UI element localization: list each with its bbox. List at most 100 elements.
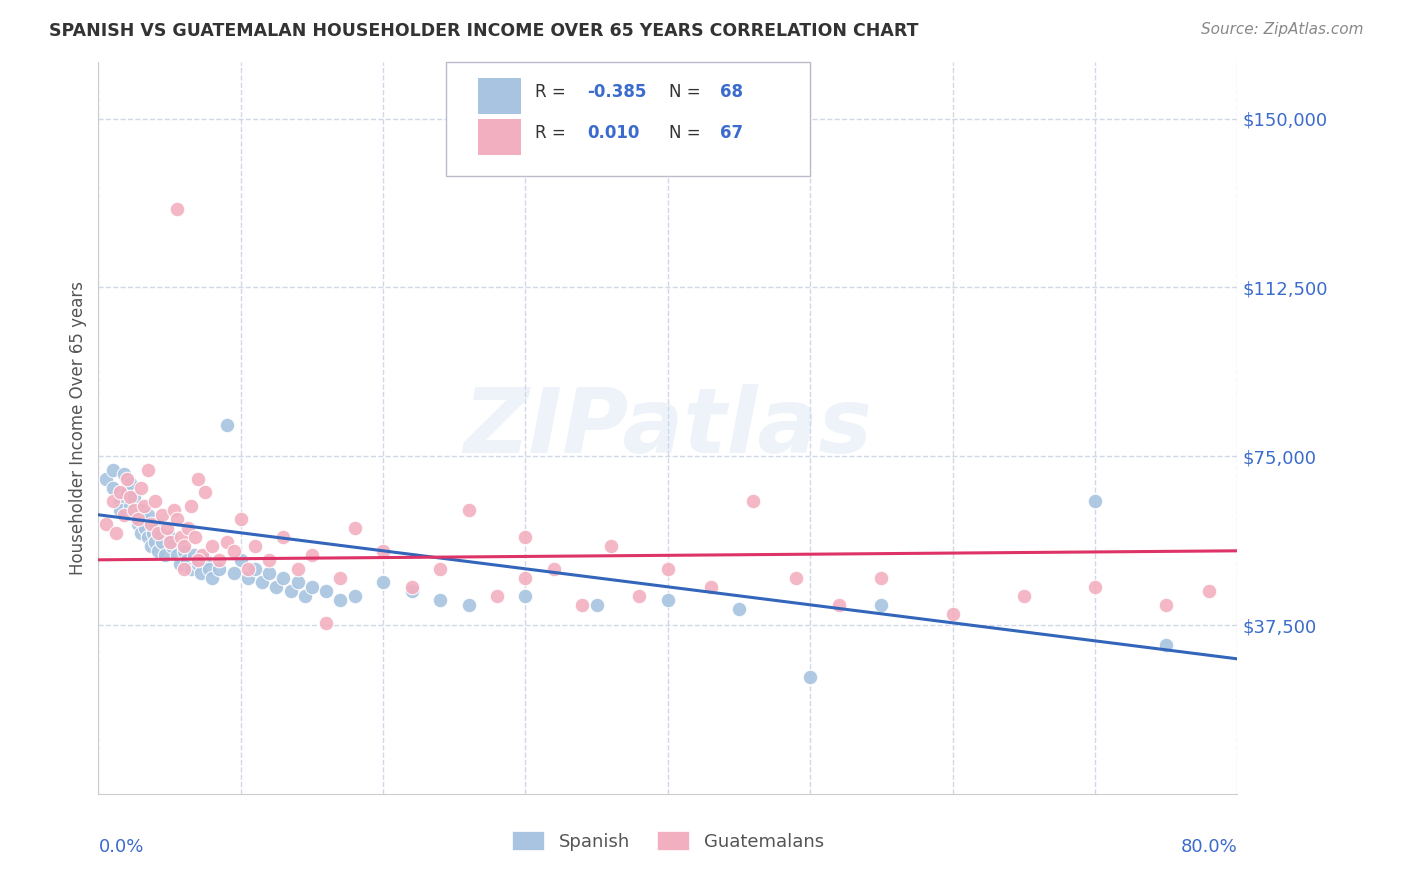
Text: 0.0%: 0.0% (98, 838, 143, 855)
Point (1084, 580, 1107, 594)
Point (198, 562, 221, 576)
Point (132, 512, 155, 526)
Text: Source: ZipAtlas.com: Source: ZipAtlas.com (1201, 22, 1364, 37)
Point (187, 558, 209, 572)
Point (515, 571, 537, 585)
Point (122, 508, 145, 522)
Text: ZIPatlas: ZIPatlas (464, 384, 872, 472)
Point (148, 544, 170, 558)
Point (429, 562, 451, 576)
Point (236, 562, 259, 576)
Point (201, 571, 224, 585)
Point (243, 539, 266, 553)
Text: N =: N = (669, 124, 706, 143)
Point (176, 553, 198, 567)
Point (600, 539, 623, 553)
Point (145, 516, 167, 531)
Point (194, 553, 217, 567)
Text: R =: R = (534, 124, 571, 143)
Point (457, 503, 479, 517)
Point (112, 467, 135, 482)
Point (1012, 589, 1035, 603)
Point (139, 516, 162, 531)
Legend: Spanish, Guatemalans: Spanish, Guatemalans (505, 824, 831, 858)
Point (401, 580, 423, 594)
Point (222, 544, 245, 558)
Text: 0.010: 0.010 (586, 124, 640, 143)
Point (129, 503, 152, 517)
Point (118, 490, 141, 504)
Text: R =: R = (534, 83, 571, 101)
FancyBboxPatch shape (446, 62, 810, 176)
Point (152, 508, 174, 522)
Point (118, 476, 141, 491)
Point (229, 512, 252, 526)
Point (657, 562, 679, 576)
Point (208, 562, 231, 576)
Point (156, 521, 179, 535)
Point (101, 481, 124, 495)
Point (180, 499, 202, 513)
Point (149, 525, 172, 540)
Point (94, 472, 117, 486)
Point (799, 670, 821, 684)
Point (273, 530, 295, 544)
Point (699, 580, 721, 594)
Point (141, 525, 163, 540)
Point (457, 598, 479, 612)
Point (301, 549, 323, 563)
Point (828, 598, 851, 612)
FancyBboxPatch shape (478, 120, 522, 155)
Point (136, 463, 159, 477)
Point (294, 589, 316, 603)
Point (159, 530, 181, 544)
Text: 80.0%: 80.0% (1181, 838, 1237, 855)
Point (571, 598, 593, 612)
Point (136, 530, 159, 544)
Point (486, 589, 509, 603)
Point (134, 521, 156, 535)
Point (187, 472, 209, 486)
Point (515, 530, 537, 544)
Point (118, 499, 141, 513)
Point (108, 503, 131, 517)
Text: 68: 68 (720, 83, 744, 101)
Point (145, 494, 167, 508)
Point (785, 571, 807, 585)
Point (127, 516, 149, 531)
Point (129, 525, 152, 540)
Point (1198, 584, 1220, 599)
Point (243, 562, 266, 576)
Point (148, 525, 170, 540)
Point (94, 516, 117, 531)
Point (163, 503, 186, 517)
Point (190, 566, 212, 581)
Point (139, 539, 162, 553)
Point (177, 521, 200, 535)
Point (180, 562, 202, 576)
Text: 67: 67 (720, 124, 744, 143)
Point (280, 584, 302, 599)
Point (183, 549, 205, 563)
Point (515, 589, 537, 603)
Point (127, 512, 149, 526)
Point (187, 553, 209, 567)
Point (152, 534, 174, 549)
Point (208, 553, 231, 567)
Point (742, 494, 765, 508)
Text: -0.385: -0.385 (586, 83, 647, 101)
Point (870, 571, 893, 585)
Point (401, 584, 423, 599)
Point (273, 571, 295, 585)
Point (373, 575, 395, 590)
Point (122, 490, 145, 504)
Point (942, 607, 965, 621)
Point (115, 472, 138, 486)
Point (728, 602, 751, 616)
Point (215, 534, 238, 549)
Point (129, 481, 152, 495)
Text: N =: N = (669, 83, 706, 101)
Point (162, 539, 184, 553)
Point (112, 508, 135, 522)
Point (108, 485, 131, 500)
